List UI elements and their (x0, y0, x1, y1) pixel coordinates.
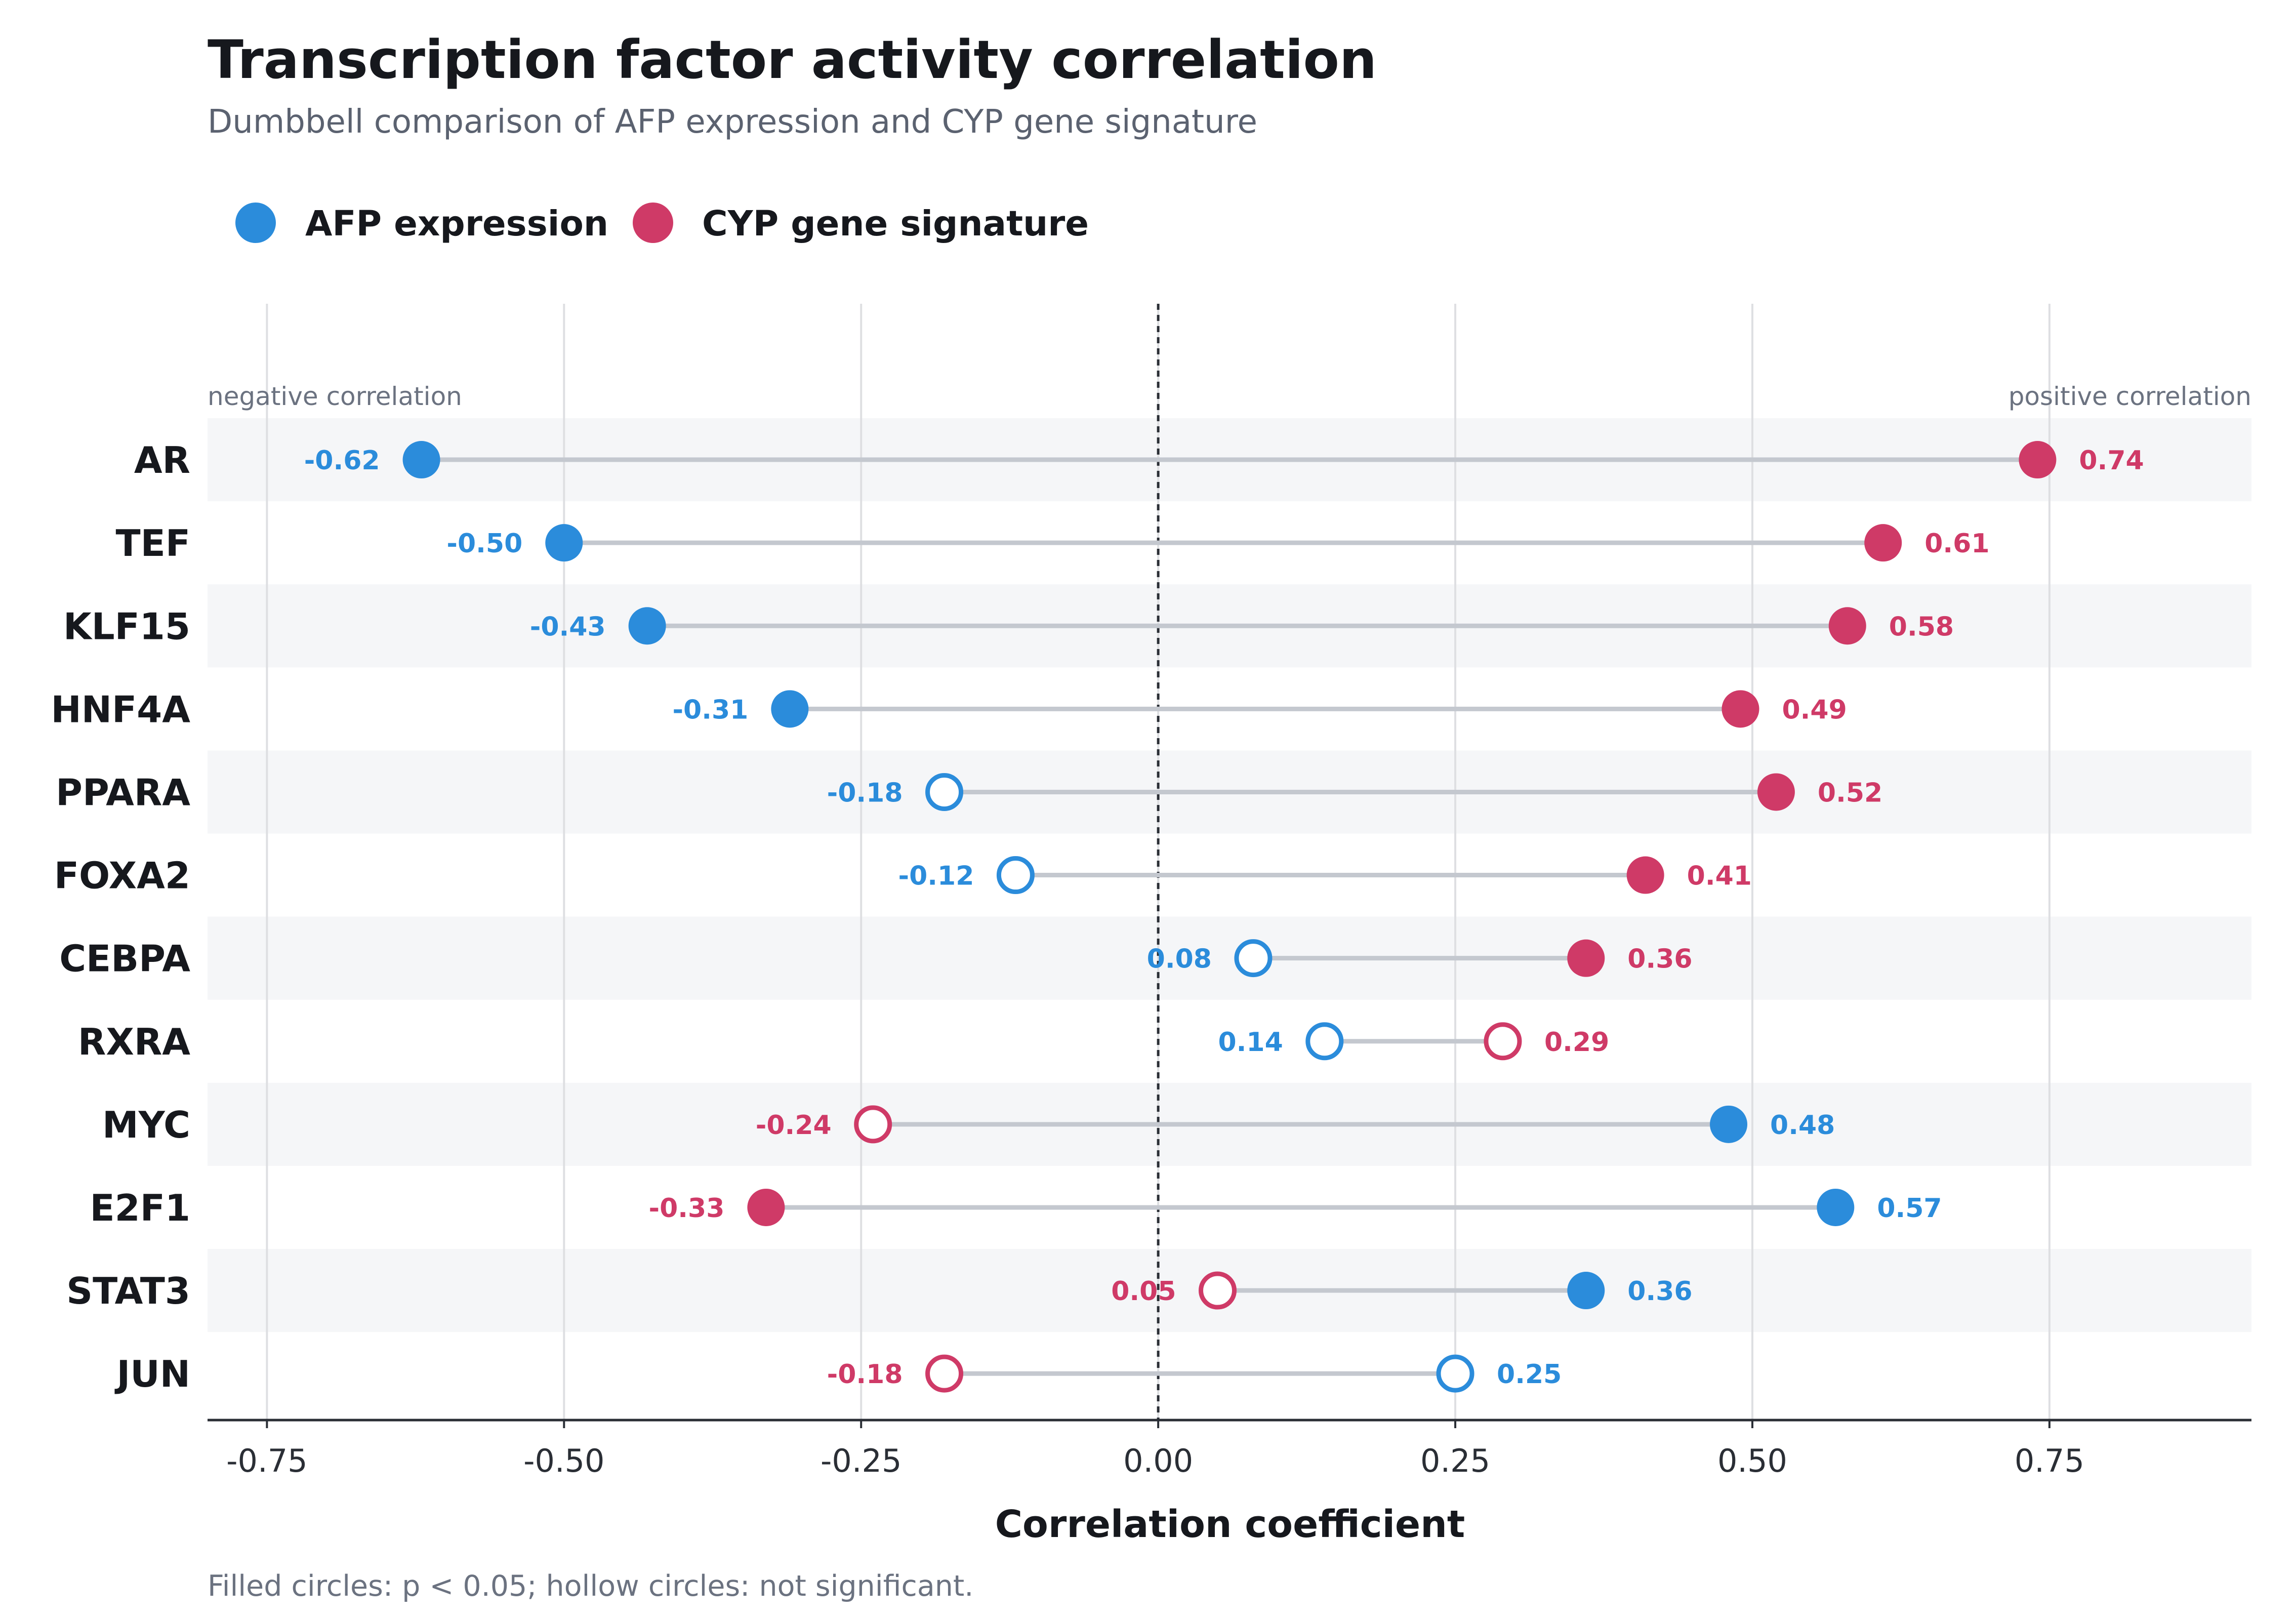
afp-value-label: -0.50 (446, 529, 522, 559)
cyp-value-label: 0.52 (1818, 778, 1882, 808)
dumbbell-row: FOXA2 -0.12 0.41 (54, 855, 1752, 897)
cyp-point (1864, 524, 1902, 562)
row-band (208, 916, 2251, 1000)
cyp-value-label: 0.74 (2079, 446, 2144, 476)
category-label: STAT3 (66, 1270, 190, 1312)
category-label: JUN (114, 1353, 190, 1395)
annotation-positive: positive correlation (2008, 382, 2251, 411)
afp-point (925, 773, 964, 811)
x-tick-label: -0.75 (226, 1442, 307, 1479)
x-tick-label: 0.50 (1717, 1442, 1787, 1479)
x-tick-label: 0.00 (1123, 1442, 1193, 1479)
category-label: FOXA2 (54, 855, 190, 897)
cyp-value-label: -0.33 (649, 1193, 725, 1224)
dumbbell-row: JUN 0.25 -0.18 (114, 1353, 1562, 1395)
afp-point (1234, 939, 1273, 978)
cyp-point (854, 1105, 892, 1144)
category-label: HNF4A (51, 688, 190, 731)
afp-value-label: 0.36 (1627, 1276, 1692, 1307)
afp-value-label: -0.18 (827, 778, 903, 808)
afp-point (1305, 1022, 1344, 1061)
cyp-point (1199, 1271, 1237, 1310)
afp-point (996, 856, 1035, 895)
afp-point (1710, 1105, 1748, 1143)
cyp-value-label: 0.58 (1889, 612, 1954, 642)
footnote: Filled circles: p < 0.05; hollow circles… (208, 1569, 973, 1603)
afp-value-label: 0.25 (1497, 1359, 1562, 1390)
afp-value-label: 0.14 (1218, 1027, 1283, 1058)
cyp-point (1567, 939, 1605, 977)
afp-value-label: 0.57 (1877, 1193, 1942, 1224)
x-tick-label: 0.25 (1420, 1442, 1490, 1479)
cyp-point (1626, 856, 1664, 894)
dumbbell-row: KLF15 -0.43 0.58 (63, 605, 1954, 648)
legend-marker-cyp (633, 203, 673, 243)
afp-point (771, 690, 809, 728)
cyp-point (2019, 441, 2057, 479)
legend-label-afp: AFP expression (305, 204, 608, 244)
x-tick-label: 0.75 (2015, 1442, 2084, 1479)
cyp-point (925, 1354, 964, 1393)
dumbbell-row: HNF4A -0.31 0.49 (51, 688, 1847, 731)
cyp-point (747, 1188, 785, 1226)
dumbbell-row: AR -0.62 0.74 (134, 439, 2144, 481)
dumbbell-row: E2F1 0.57 -0.33 (90, 1187, 1942, 1229)
x-axis: -0.75 -0.50 -0.25 0.00 0.25 0.50 0.75 (208, 1419, 2251, 1479)
category-label: E2F1 (90, 1187, 190, 1229)
afp-value-label: 0.08 (1147, 944, 1212, 975)
afp-point (628, 607, 666, 645)
cyp-point (1828, 607, 1866, 645)
afp-value-label: -0.31 (672, 695, 748, 725)
afp-value-label: -0.62 (304, 446, 380, 476)
dumbbell-row: MYC 0.48 -0.24 (102, 1104, 1835, 1146)
cyp-value-label: 0.41 (1687, 861, 1752, 892)
category-label: TEF (116, 522, 190, 564)
cyp-value-label: 0.36 (1627, 944, 1692, 975)
category-label: CEBPA (59, 938, 190, 980)
dumbbell-row: CEBPA 0.08 0.36 (59, 938, 1692, 980)
legend: AFP expression CYP gene signature (235, 203, 1089, 244)
cyp-point (1484, 1022, 1522, 1061)
cyp-point (1757, 773, 1795, 811)
cyp-value-label: 0.05 (1111, 1276, 1176, 1307)
cyp-point (1721, 690, 1759, 728)
cyp-value-label: 0.61 (1924, 529, 1989, 559)
category-label: PPARA (56, 771, 190, 814)
legend-marker-afp (235, 203, 276, 243)
dumbbell-row: TEF -0.50 0.61 (116, 522, 1990, 564)
afp-point (545, 524, 583, 562)
category-label: KLF15 (63, 605, 190, 648)
category-label: AR (134, 439, 190, 481)
afp-point (402, 441, 440, 479)
cyp-value-label: 0.29 (1544, 1027, 1609, 1058)
x-tick-label: -0.25 (821, 1442, 901, 1479)
afp-point (1567, 1272, 1605, 1310)
dumbbell-row: RXRA 0.14 0.29 (78, 1021, 1609, 1063)
dumbbell-row: STAT3 0.36 0.05 (66, 1270, 1692, 1312)
afp-point (1436, 1354, 1474, 1393)
chart-subtitle: Dumbbell comparison of AFP expression an… (208, 103, 1257, 141)
annotation-negative: negative correlation (208, 382, 462, 411)
chart-title: Transcription factor activity correlatio… (208, 29, 1377, 91)
afp-point (1817, 1188, 1855, 1226)
afp-value-label: 0.48 (1770, 1110, 1835, 1141)
cyp-value-label: -0.24 (756, 1110, 832, 1141)
x-tick-label: -0.50 (523, 1442, 604, 1479)
dumbbell-row: PPARA -0.18 0.52 (56, 771, 1882, 814)
cyp-value-label: 0.49 (1782, 695, 1847, 725)
afp-value-label: -0.12 (898, 861, 974, 892)
dumbbell-rows: AR -0.62 0.74 TEF -0.50 0.61 KLF15 -0.43 0.58 HNF… (51, 439, 2144, 1395)
category-label: MYC (102, 1104, 190, 1146)
cyp-value-label: -0.18 (827, 1359, 903, 1390)
category-label: RXRA (78, 1021, 190, 1063)
x-axis-title: Correlation coefficient (995, 1503, 1465, 1546)
legend-label-cyp: CYP gene signature (702, 204, 1089, 244)
afp-value-label: -0.43 (530, 612, 606, 642)
